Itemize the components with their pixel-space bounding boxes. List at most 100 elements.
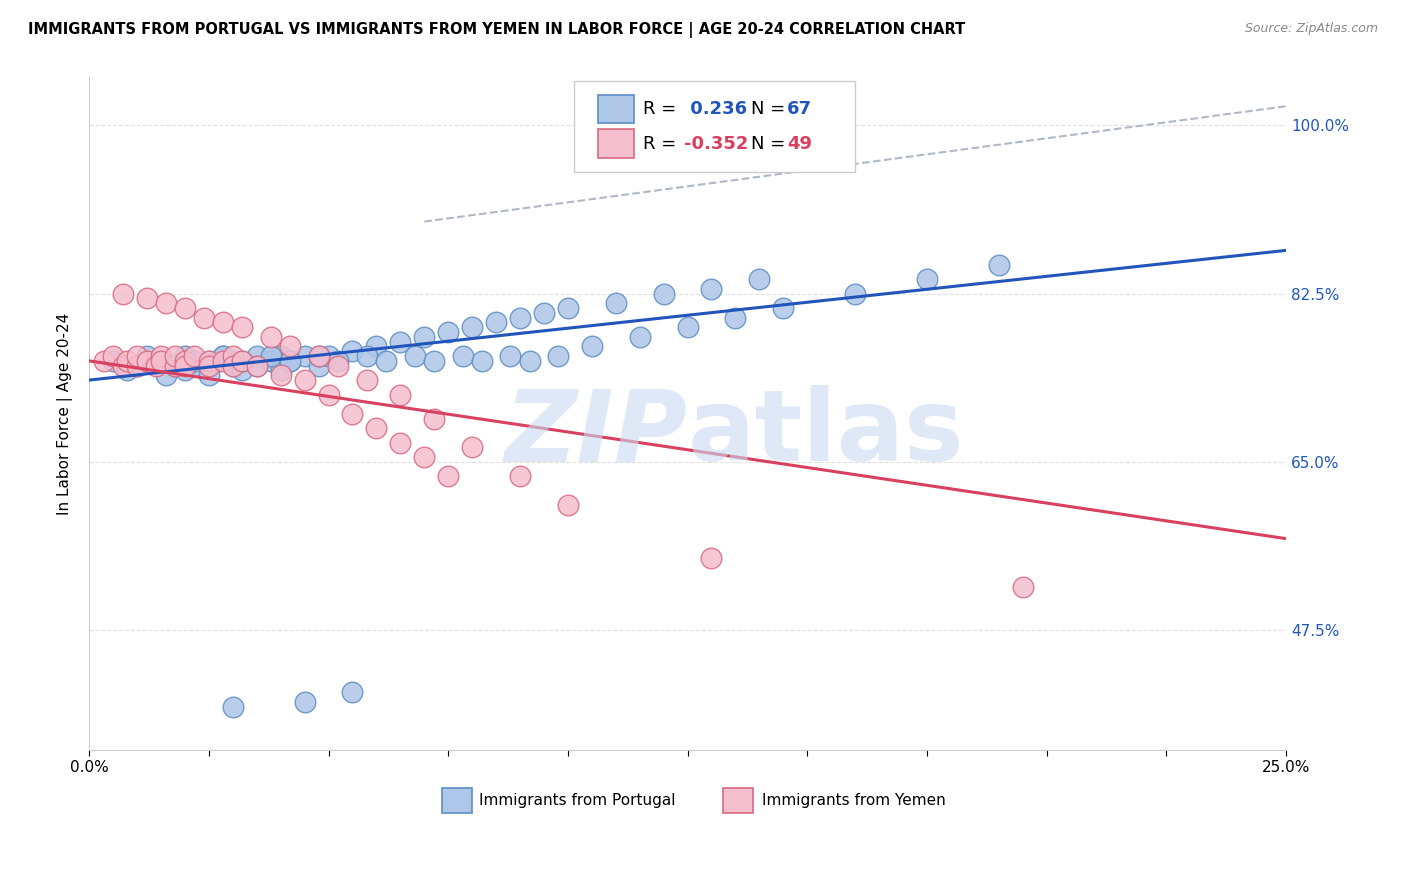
Point bbox=[471, 354, 494, 368]
Text: 0.236: 0.236 bbox=[683, 100, 747, 118]
FancyBboxPatch shape bbox=[598, 129, 634, 158]
Point bbox=[700, 282, 723, 296]
Point bbox=[423, 411, 446, 425]
Point bbox=[198, 368, 221, 383]
Point bbox=[149, 354, 172, 368]
Point bbox=[231, 363, 253, 377]
Y-axis label: In Labor Force | Age 20-24: In Labor Force | Age 20-24 bbox=[58, 312, 73, 515]
Point bbox=[231, 320, 253, 334]
Point bbox=[844, 286, 866, 301]
FancyBboxPatch shape bbox=[574, 81, 855, 171]
Point bbox=[270, 363, 292, 377]
Point bbox=[149, 354, 172, 368]
FancyBboxPatch shape bbox=[598, 95, 634, 123]
Point bbox=[342, 344, 364, 359]
Point bbox=[772, 301, 794, 315]
Text: 49: 49 bbox=[787, 135, 811, 153]
Point bbox=[700, 550, 723, 565]
Point bbox=[294, 695, 316, 709]
Point bbox=[318, 349, 340, 363]
Point bbox=[174, 363, 197, 377]
Point bbox=[117, 363, 139, 377]
Text: R =: R = bbox=[644, 135, 682, 153]
Point bbox=[222, 349, 245, 363]
Point bbox=[404, 349, 426, 363]
Point bbox=[509, 310, 531, 325]
Point bbox=[165, 359, 187, 373]
Point bbox=[222, 359, 245, 373]
Point bbox=[389, 387, 412, 401]
Point bbox=[278, 354, 301, 368]
Point bbox=[212, 349, 235, 363]
Point bbox=[183, 354, 205, 368]
Point bbox=[366, 421, 388, 435]
Point bbox=[326, 354, 349, 368]
Point bbox=[423, 354, 446, 368]
Point bbox=[652, 286, 675, 301]
Point bbox=[111, 286, 134, 301]
Point bbox=[246, 349, 269, 363]
Point bbox=[270, 349, 292, 363]
Point bbox=[308, 349, 330, 363]
Point bbox=[1011, 580, 1033, 594]
Point bbox=[101, 354, 124, 368]
Point bbox=[222, 699, 245, 714]
Point bbox=[437, 325, 460, 339]
Point bbox=[174, 359, 197, 373]
Text: IMMIGRANTS FROM PORTUGAL VS IMMIGRANTS FROM YEMEN IN LABOR FORCE | AGE 20-24 COR: IMMIGRANTS FROM PORTUGAL VS IMMIGRANTS F… bbox=[28, 22, 966, 38]
Point bbox=[260, 354, 283, 368]
Point bbox=[260, 330, 283, 344]
Point bbox=[155, 296, 177, 310]
Point bbox=[183, 359, 205, 373]
Point bbox=[117, 354, 139, 368]
Point bbox=[628, 330, 651, 344]
Point bbox=[461, 441, 484, 455]
Point bbox=[278, 339, 301, 353]
Text: atlas: atlas bbox=[688, 385, 965, 483]
Point bbox=[212, 315, 235, 329]
Text: -0.352: -0.352 bbox=[683, 135, 748, 153]
Point bbox=[198, 354, 221, 368]
FancyBboxPatch shape bbox=[443, 788, 472, 814]
Text: Immigrants from Yemen: Immigrants from Yemen bbox=[762, 793, 945, 808]
Point bbox=[198, 359, 221, 373]
Point bbox=[125, 359, 148, 373]
Point bbox=[557, 498, 579, 512]
Point bbox=[389, 334, 412, 349]
Point bbox=[915, 272, 938, 286]
Point bbox=[246, 359, 269, 373]
Text: Immigrants from Portugal: Immigrants from Portugal bbox=[479, 793, 676, 808]
Point bbox=[294, 349, 316, 363]
Point bbox=[676, 320, 699, 334]
Point bbox=[987, 258, 1010, 272]
Point bbox=[461, 320, 484, 334]
Text: R =: R = bbox=[644, 100, 682, 118]
Point bbox=[135, 354, 157, 368]
Point bbox=[111, 359, 134, 373]
Point bbox=[413, 330, 436, 344]
Point bbox=[389, 435, 412, 450]
Point bbox=[342, 685, 364, 699]
Point bbox=[125, 359, 148, 373]
Point bbox=[165, 349, 187, 363]
Point bbox=[278, 354, 301, 368]
Point bbox=[356, 349, 378, 363]
Point bbox=[231, 354, 253, 368]
Text: ZIP: ZIP bbox=[505, 385, 688, 483]
Point bbox=[547, 349, 569, 363]
Point bbox=[342, 407, 364, 421]
Text: 67: 67 bbox=[787, 100, 811, 118]
Point bbox=[174, 301, 197, 315]
Point bbox=[125, 349, 148, 363]
Point bbox=[308, 359, 330, 373]
Point bbox=[246, 359, 269, 373]
Point bbox=[212, 354, 235, 368]
Point bbox=[581, 339, 603, 353]
Point bbox=[145, 359, 167, 373]
Point bbox=[366, 339, 388, 353]
Point bbox=[165, 359, 187, 373]
Point bbox=[533, 306, 555, 320]
Point bbox=[193, 310, 215, 325]
Point bbox=[270, 368, 292, 383]
Point bbox=[135, 292, 157, 306]
